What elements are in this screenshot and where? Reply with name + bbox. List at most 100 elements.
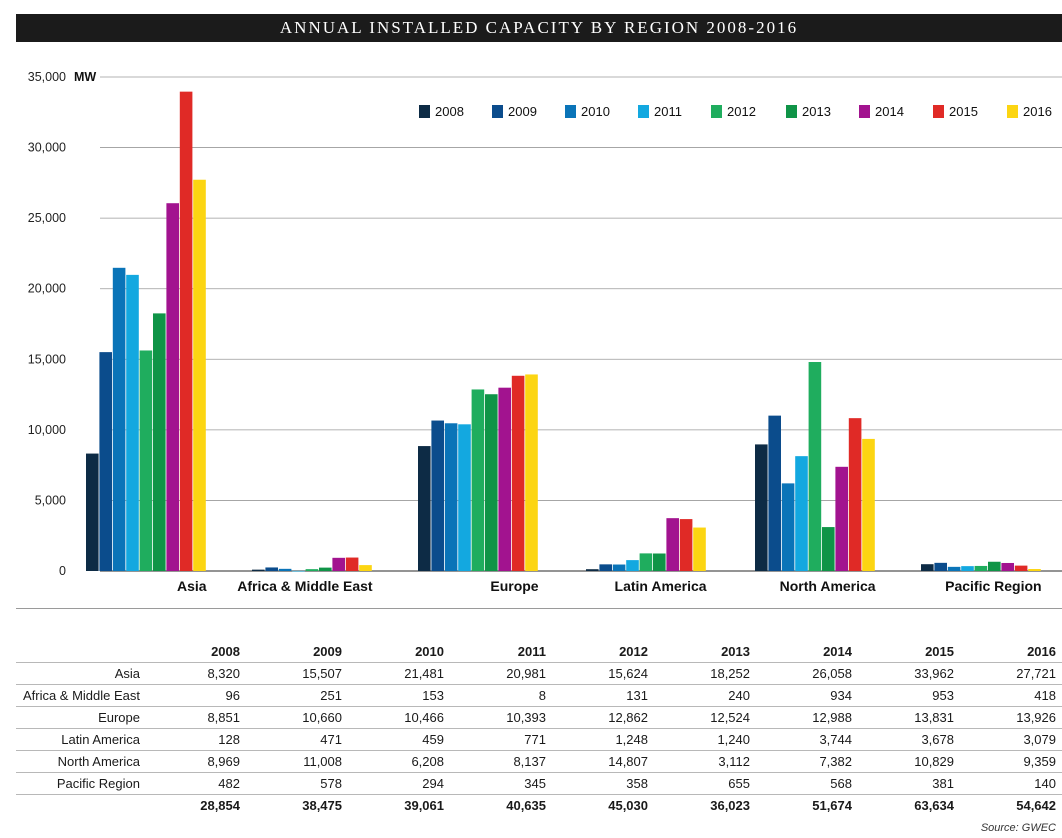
bar (974, 565, 988, 571)
bar (1028, 569, 1041, 571)
table-cell: 8,320 (144, 662, 246, 685)
bar (768, 415, 781, 571)
table-cell: 771 (450, 728, 552, 751)
bar (626, 560, 639, 571)
y-tick-label: 10,000 (28, 423, 66, 437)
column-header: 2008 (211, 643, 240, 659)
table-cell: 3,079 (960, 728, 1062, 751)
row-label: Africa & Middle East (16, 684, 144, 707)
totals-row: 28,854 38,475 39,061 40,635 45,030 36,023 51,6… (16, 794, 1062, 816)
legend-swatch (933, 105, 944, 118)
table-row: Africa & Middle East 96 251 153 8 131 240 934 95… (16, 684, 1062, 707)
x-category-label: Pacific Region (945, 578, 1041, 594)
bar (848, 418, 862, 571)
total-cell: 40,635 (450, 794, 552, 816)
bar (153, 313, 166, 571)
bar (252, 569, 265, 571)
bar (126, 274, 139, 571)
bar (795, 456, 808, 571)
bar (193, 179, 206, 571)
total-cell: 54,642 (960, 794, 1062, 816)
table-cell: 26,058 (756, 662, 858, 685)
table-cell: 482 (144, 772, 246, 795)
bar (586, 569, 599, 571)
table-row: North America 8,969 11,008 6,208 8,137 14,807… (16, 750, 1062, 773)
table-cell: 358 (552, 772, 654, 795)
table-cell: 8,851 (144, 706, 246, 729)
total-cell: 28,854 (144, 794, 246, 816)
bar (947, 566, 961, 571)
data-table: 2008 2009 2010 2011 2012 2013 2014 2015 2016 Asi… (16, 640, 1062, 816)
chart-title: ANNUAL INSTALLED CAPACITY BY REGION 2008… (279, 18, 799, 37)
legend-swatch (638, 105, 649, 118)
bar (265, 567, 278, 571)
y-axis-unit-label: MW (74, 70, 96, 84)
column-header: 2012 (619, 643, 648, 659)
table-cell: 18,252 (654, 662, 756, 685)
table-cell: 934 (756, 684, 858, 707)
table-cell: 418 (960, 684, 1062, 707)
table-corner (16, 640, 144, 663)
column-header: 2009 (313, 643, 342, 659)
bar (305, 569, 319, 571)
bar (988, 561, 1001, 571)
bar (471, 389, 485, 571)
table-cell: 294 (348, 772, 450, 795)
table-cell: 10,660 (246, 706, 348, 729)
column-header: 2015 (925, 643, 954, 659)
total-cell: 45,030 (552, 794, 654, 816)
totals-label-cell (16, 794, 144, 816)
total-cell: 63,634 (858, 794, 960, 816)
table-row: Asia 8,320 15,507 21,481 20,981 15,624 18,252 2… (16, 662, 1062, 685)
table-cell: 15,507 (246, 662, 348, 685)
table-row: Europe 8,851 10,660 10,466 10,393 12,862 12,52… (16, 706, 1062, 729)
row-label: Europe (16, 706, 144, 729)
table-cell: 13,926 (960, 706, 1062, 729)
legend-swatch (565, 105, 576, 118)
legend-label: 2015 (949, 104, 978, 119)
bar (319, 567, 332, 571)
row-label: Pacific Region (16, 772, 144, 795)
legend-label: 2012 (727, 104, 756, 119)
bar (332, 557, 345, 571)
table-cell: 9,359 (960, 750, 1062, 773)
y-tick-label: 0 (59, 564, 66, 578)
bar (666, 518, 679, 571)
table-cell: 12,862 (552, 706, 654, 729)
table-cell: 471 (246, 728, 348, 751)
legend-label: 2011 (654, 104, 682, 119)
chart-table-divider (16, 608, 1062, 609)
y-tick-label: 15,000 (28, 352, 66, 366)
bar (292, 570, 305, 572)
table-cell: 345 (450, 772, 552, 795)
total-cell: 51,674 (756, 794, 858, 816)
legend-swatch (859, 105, 870, 118)
bar (822, 527, 835, 571)
bar (498, 387, 511, 571)
column-header: 2010 (415, 643, 444, 659)
bar (653, 553, 666, 571)
table-cell: 655 (654, 772, 756, 795)
chart-title-banner: ANNUAL INSTALLED CAPACITY BY REGION 2008… (16, 14, 1062, 42)
bar (599, 564, 612, 571)
legend-swatch (492, 105, 503, 118)
total-cell: 39,061 (348, 794, 450, 816)
bar (99, 352, 112, 571)
legend-swatch (711, 105, 722, 118)
column-header: 2014 (823, 643, 852, 659)
x-category-label: Africa & Middle East (237, 578, 373, 594)
bar (166, 203, 179, 571)
column-header: 2013 (721, 643, 750, 659)
bar (835, 466, 848, 571)
table-cell: 578 (246, 772, 348, 795)
y-tick-label: 5,000 (35, 493, 66, 507)
legend-label: 2009 (508, 104, 537, 119)
table-cell: 1,248 (552, 728, 654, 751)
x-category-label: Latin America (615, 578, 707, 594)
table-cell: 12,524 (654, 706, 756, 729)
table-cell: 240 (654, 684, 756, 707)
table-cell: 153 (348, 684, 450, 707)
table-cell: 10,829 (858, 750, 960, 773)
x-category-label: Europe (490, 578, 538, 594)
bar (693, 527, 706, 571)
